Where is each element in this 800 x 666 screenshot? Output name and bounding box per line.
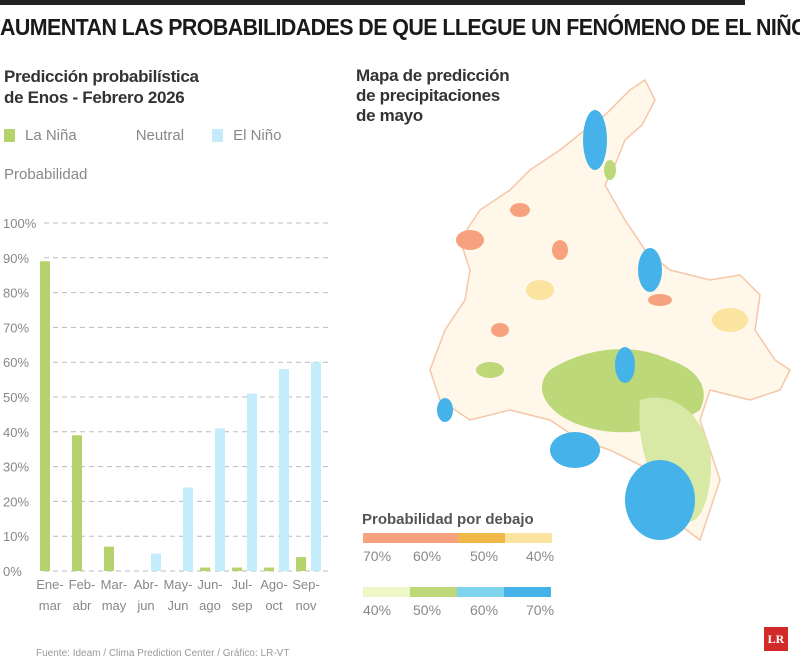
chart-title-line: Predicción probabilística <box>4 67 199 86</box>
map-region-orange <box>510 203 530 217</box>
map-legend-label: 50% <box>470 548 499 564</box>
bar-la-nina <box>264 567 274 571</box>
map-legend-label: 40% <box>363 602 392 618</box>
legend-la-nina: La Niña <box>4 127 77 144</box>
x-tick-label: sep <box>232 598 253 613</box>
legend-label: Neutral <box>135 127 185 144</box>
logo-text: LR <box>767 631 785 646</box>
map-region-blue <box>638 248 662 292</box>
map-title-line: de mayo <box>356 106 423 125</box>
map-legend-label: 60% <box>413 548 442 564</box>
y-tick-label: 30% <box>3 460 29 475</box>
map-legend-swatch <box>458 533 505 543</box>
y-tick-label: 90% <box>3 251 29 266</box>
map-region-green <box>476 362 504 378</box>
x-tick-label: abr <box>73 598 92 613</box>
map-region-blue <box>550 432 600 468</box>
x-tick-label: Feb- <box>69 577 96 592</box>
bar-la-nina <box>104 546 114 571</box>
map-region-yellow <box>526 280 554 300</box>
chart-title: Predicción probabilística de Enos - Febr… <box>4 66 199 108</box>
x-tick-label: mar <box>39 598 62 613</box>
map-title: Mapa de predicción de precipitaciones de… <box>356 66 510 126</box>
bar-la-nina <box>232 567 242 571</box>
y-tick-label: 80% <box>3 286 29 301</box>
map-legend-label: 40% <box>526 548 555 564</box>
bar-chart: 0% 10% 20% 30% 40% 50% 60% 70% 80% 90% 100% Ene-mar… <box>3 216 328 613</box>
x-tick-label: Jun- <box>197 577 222 592</box>
map-title-line: de precipitaciones <box>356 86 500 105</box>
x-tick-label: oct <box>265 598 283 613</box>
map-region-green <box>604 160 616 180</box>
bar-el-nino <box>151 553 161 571</box>
chart-title-line: de Enos - Febrero 2026 <box>4 88 185 107</box>
legend-neutral: Neutral <box>114 127 185 144</box>
legend-swatch <box>212 129 224 142</box>
x-tick-label: Sep- <box>292 577 319 592</box>
map-legend-swatch <box>457 587 504 597</box>
y-tick-label: 100% <box>3 216 37 231</box>
map-legend-label: 70% <box>526 602 555 618</box>
x-tick-label: ago <box>199 598 221 613</box>
map-region-blue <box>625 460 695 540</box>
x-tick-label: nov <box>296 598 317 613</box>
x-tick-label: Jun <box>168 598 189 613</box>
y-tick-label: 10% <box>3 529 29 544</box>
map-region-orange <box>648 294 672 306</box>
legend-swatch <box>114 129 126 142</box>
map-legend-label: 60% <box>470 602 499 618</box>
map-region-orange <box>552 240 568 260</box>
map-landmass <box>429 78 791 542</box>
legend-swatch <box>4 129 15 142</box>
x-tick-label: May- <box>164 577 193 592</box>
x-tick-label: Ago- <box>260 577 287 592</box>
source-note: Fuente: Ideam / Clima Prediction Center … <box>36 648 290 659</box>
map-region-yellow <box>712 308 748 332</box>
bar-la-nina <box>40 261 50 571</box>
x-tick-label: jun <box>136 598 154 613</box>
legend-el-nino: El Niño <box>212 127 281 144</box>
colombia-precipitation-map <box>429 78 791 542</box>
bar-el-nino <box>247 393 257 571</box>
bar-la-nina <box>296 557 306 571</box>
y-tick-label: 60% <box>3 355 29 370</box>
top-rule <box>0 0 745 5</box>
map-legend-label: 50% <box>413 602 442 618</box>
x-tick-label: Mar- <box>101 577 128 592</box>
y-tick-label: 20% <box>3 494 29 509</box>
map-title-line: Mapa de predicción <box>356 66 510 85</box>
map-legend-title: Probabilidad por debajo <box>362 511 534 528</box>
legend-label: El Niño <box>233 127 282 144</box>
map-region-blue <box>437 398 453 422</box>
y-axis-label: Probabilidad <box>4 166 88 183</box>
y-tick-label: 70% <box>3 320 29 335</box>
map-region-blue <box>583 110 607 170</box>
chart-legend: La Niña Neutral El Niño <box>4 127 309 144</box>
map-legend-swatch <box>363 587 410 597</box>
bar-la-nina <box>72 435 82 571</box>
x-tick-label: may <box>102 598 127 613</box>
y-tick-label: 40% <box>3 425 29 440</box>
map-region-orange <box>491 323 509 337</box>
bar-el-nino <box>279 369 289 571</box>
x-tick-label: Jul- <box>232 577 253 592</box>
map-region-blue <box>615 347 635 383</box>
map-legend-swatch <box>410 587 457 597</box>
x-tick-label: Abr- <box>134 577 159 592</box>
map-region-orange <box>456 230 484 250</box>
map-legend-label: 70% <box>363 548 392 564</box>
y-tick-label: 50% <box>3 390 29 405</box>
legend-label: La Niña <box>25 127 77 144</box>
map-legend-swatch <box>363 533 458 543</box>
y-tick-label: 0% <box>3 564 22 579</box>
bar-el-nino <box>183 487 193 571</box>
bar-la-nina <box>200 567 210 571</box>
map-legend-swatch <box>505 533 552 543</box>
x-tick-label: Ene- <box>36 577 63 592</box>
map-legend-swatch <box>504 587 551 597</box>
bar-el-nino <box>215 428 225 571</box>
bar-el-nino <box>311 362 321 571</box>
headline: AUMENTAN LAS PROBABILIDADES DE QUE LLEGU… <box>0 14 800 40</box>
lr-logo: LR <box>764 627 788 651</box>
